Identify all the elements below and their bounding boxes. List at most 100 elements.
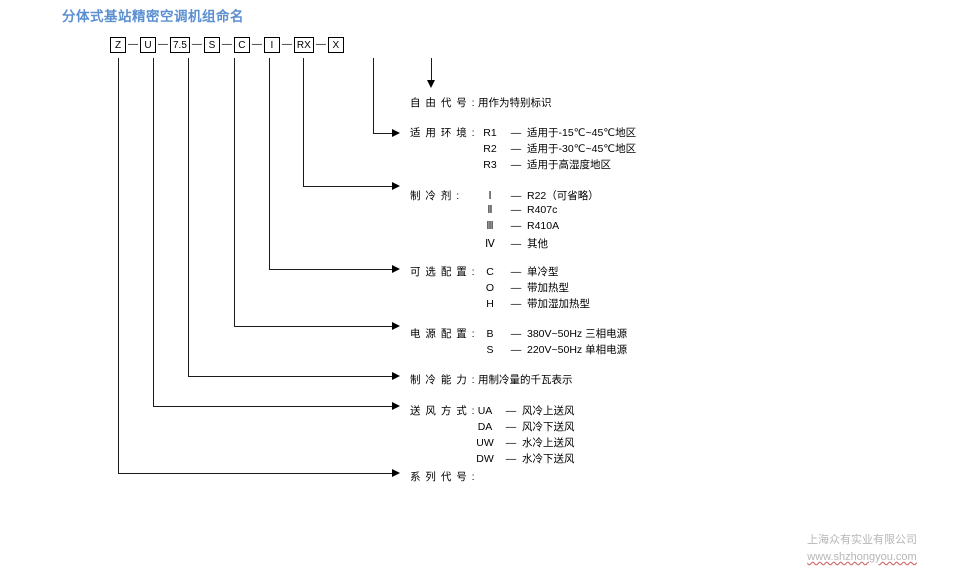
legend-option-row: Ⅳ — 其他 <box>475 236 548 251</box>
option-code: B <box>486 328 494 340</box>
option-code: S <box>486 344 494 356</box>
option-code: R2 <box>483 143 497 155</box>
leader-line-free-code <box>431 58 432 82</box>
option-dash: — <box>510 204 522 216</box>
legend-label-air-supply: 送 风 方 式 : <box>410 405 476 417</box>
option-dash: — <box>510 143 522 155</box>
option-desc: 380V~50Hz 三相电源 <box>527 328 628 340</box>
option-dash: — <box>505 405 517 417</box>
leader-arrow-refrigerant <box>392 182 400 190</box>
code-box-airsupply[interactable]: U <box>140 37 156 53</box>
leader-line-air-supply-h <box>153 406 398 407</box>
leader-line-cooling-capacity <box>188 58 189 376</box>
legend-note-cooling-capacity: 用制冷量的千瓦表示 <box>478 374 573 386</box>
option-dash: — <box>510 220 522 232</box>
option-code: H <box>486 298 494 310</box>
code-separator: — <box>281 39 292 50</box>
legend-option-row: UA — 风冷上送风 <box>470 403 575 418</box>
option-desc: 220V~50Hz 单相电源 <box>527 344 628 356</box>
option-desc: R407c <box>527 204 558 216</box>
option-desc: 适用于-30℃~45℃地区 <box>527 143 637 155</box>
option-dash: — <box>505 453 517 465</box>
watermark-company: 上海众有实业有限公司 <box>807 534 917 546</box>
option-code: O <box>485 282 495 294</box>
code-box-capacity[interactable]: 7.5 <box>170 37 190 53</box>
leader-line-refrigerant-h <box>303 186 398 187</box>
option-code: UA <box>477 405 493 417</box>
option-dash: — <box>510 127 522 139</box>
legend-label-optional-config: 可 选 配 置 : <box>410 266 476 278</box>
legend-option-row: UW — 水冷上送风 <box>470 435 575 450</box>
option-desc: R410A <box>527 220 560 232</box>
leader-line-environment <box>373 58 374 133</box>
option-dash: — <box>505 437 517 449</box>
leader-line-air-supply <box>153 58 154 406</box>
code-box-power[interactable]: S <box>203 37 220 53</box>
leader-arrow-environment <box>392 129 400 137</box>
option-dash: — <box>510 238 522 250</box>
legend-option-row: DW — 水冷下送风 <box>470 451 574 466</box>
leader-line-series-code <box>118 58 119 473</box>
legend-option-row: Ⅲ — R410A <box>475 220 559 232</box>
option-desc: 带加热型 <box>527 282 569 294</box>
legend-label-power-config: 电 源 配 置 : <box>410 328 476 340</box>
legend-label-environment: 适 用 环 境 : <box>410 127 476 139</box>
option-dash: — <box>510 298 522 310</box>
option-desc: 风冷下送风 <box>522 421 575 433</box>
option-code: Ⅱ <box>487 204 493 216</box>
option-desc: R22（可省略） <box>527 190 599 202</box>
legend-label-refrigerant: 制 冷 剂 : <box>410 190 461 202</box>
leader-line-power-config <box>234 58 235 326</box>
leader-arrow-power-config <box>392 322 400 330</box>
legend-option-row: R1 — 适用于-15℃~45℃地区 <box>475 125 636 140</box>
leader-arrow-cooling-capacity <box>392 372 400 380</box>
option-code: UW <box>476 437 494 449</box>
legend-option-row: O — 带加热型 <box>475 280 569 295</box>
leader-line-cooling-capacity-h <box>188 376 398 377</box>
option-code: DW <box>476 453 494 465</box>
option-dash: — <box>505 421 517 433</box>
code-box-environment[interactable]: RX <box>293 37 314 53</box>
legend-option-row: R2 — 适用于-30℃~45℃地区 <box>475 141 636 156</box>
model-code-row: Z — U — 7.5 — S — C — I — RX — X <box>110 36 344 54</box>
leader-arrow-free-code <box>427 80 435 88</box>
legend-option-row: H — 带加湿加热型 <box>475 296 590 311</box>
leader-line-series-code-h <box>118 473 398 474</box>
code-box-series[interactable]: Z <box>110 37 126 53</box>
leader-line-environment-h <box>373 133 398 134</box>
leader-line-optional-config-h <box>269 269 398 270</box>
legend-option-row: Ⅰ — R22（可省略） <box>475 188 599 203</box>
option-code: R1 <box>483 127 497 139</box>
code-box-freecode[interactable]: X <box>327 37 344 53</box>
leader-arrow-air-supply <box>392 402 400 410</box>
option-dash: — <box>510 190 522 202</box>
leader-arrow-series-code <box>392 469 400 477</box>
legend-note-free-code: 用作为特别标识 <box>478 97 552 109</box>
code-separator: — <box>251 39 262 50</box>
legend-option-row: R3 — 适用于高湿度地区 <box>475 157 611 172</box>
page-title: 分体式基站精密空调机组命名 <box>62 9 244 24</box>
code-separator: — <box>128 39 138 50</box>
leader-line-power-config-h <box>234 326 398 327</box>
option-desc: 适用于高湿度地区 <box>527 159 611 171</box>
option-dash: — <box>510 282 522 294</box>
option-desc: 水冷上送风 <box>522 437 575 449</box>
option-desc: 带加湿加热型 <box>527 298 590 310</box>
option-code: Ⅰ <box>488 190 492 202</box>
code-box-option[interactable]: C <box>233 37 250 53</box>
code-box-refrigerant[interactable]: I <box>263 37 280 53</box>
code-separator: — <box>158 39 168 50</box>
option-dash: — <box>510 344 522 356</box>
option-dash: — <box>510 159 522 171</box>
option-desc: 适用于-15℃~45℃地区 <box>527 127 637 139</box>
leader-arrow-optional-config <box>392 265 400 273</box>
option-dash: — <box>510 328 522 340</box>
option-desc: 单冷型 <box>527 266 559 278</box>
legend-option-row: C — 单冷型 <box>475 264 559 279</box>
legend-option-row: Ⅱ — R407c <box>475 204 557 216</box>
option-desc: 其他 <box>527 238 548 250</box>
code-separator: — <box>191 39 202 50</box>
leader-line-refrigerant <box>303 58 304 186</box>
legend-option-row: DA — 风冷下送风 <box>470 419 575 434</box>
